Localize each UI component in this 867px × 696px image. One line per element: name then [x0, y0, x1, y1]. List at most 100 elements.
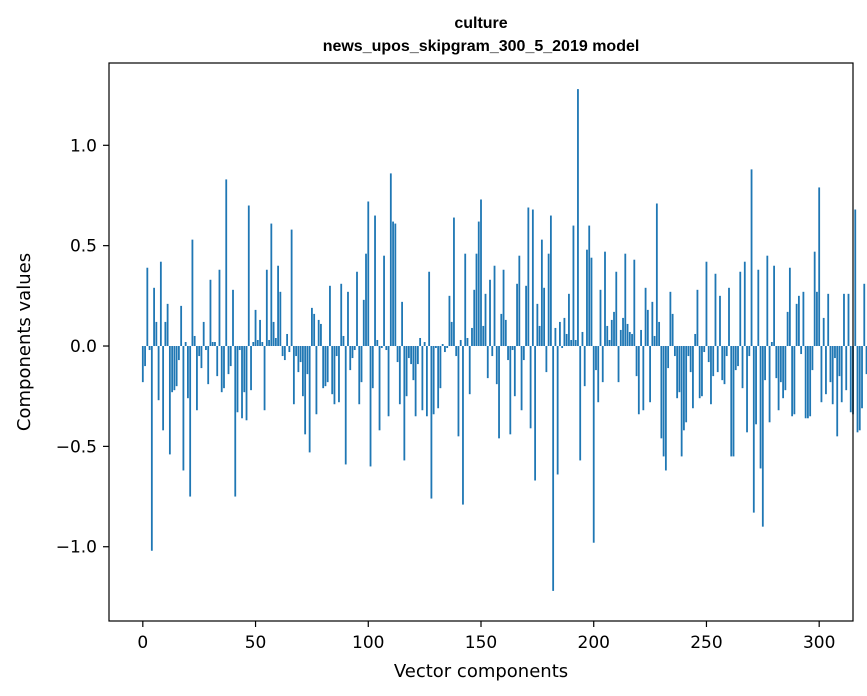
- bar: [473, 289, 476, 347]
- bar: [146, 267, 149, 347]
- bar: [283, 346, 286, 361]
- bar: [554, 327, 557, 347]
- bar: [274, 337, 277, 347]
- bar: [710, 346, 712, 405]
- bar: [421, 346, 424, 411]
- bar: [775, 346, 778, 379]
- bar: [211, 342, 214, 347]
- bar: [766, 255, 769, 347]
- bar: [353, 346, 356, 351]
- bar: [816, 291, 818, 347]
- bar: [694, 333, 697, 347]
- bar: [157, 346, 160, 401]
- bar: [256, 339, 259, 347]
- bar: [561, 346, 564, 349]
- bar: [466, 337, 469, 347]
- bar: [141, 346, 144, 383]
- bar: [563, 317, 566, 347]
- y-tick-label: 0.5: [70, 237, 97, 257]
- bar: [394, 223, 397, 347]
- bar: [385, 346, 388, 351]
- bar: [843, 293, 845, 347]
- bar: [371, 346, 374, 389]
- bar: [477, 221, 480, 347]
- bar: [644, 287, 647, 347]
- bar: [590, 257, 593, 347]
- bar: [559, 321, 561, 347]
- x-tick-label: 250: [690, 633, 722, 653]
- x-tick-label: 50: [245, 633, 267, 653]
- bar: [329, 285, 331, 347]
- bar: [187, 346, 189, 399]
- bar: [538, 325, 541, 347]
- bar: [376, 339, 379, 347]
- bar: [356, 271, 358, 347]
- bar: [173, 346, 176, 391]
- bar: [396, 346, 399, 363]
- bar: [572, 225, 575, 347]
- bar: [468, 346, 471, 395]
- y-tick-label: −1.0: [56, 538, 97, 558]
- bar: [646, 309, 649, 347]
- bar: [340, 283, 343, 347]
- bar: [304, 346, 307, 435]
- bar: [784, 346, 787, 391]
- x-tick-label: 0: [137, 633, 148, 653]
- bar: [764, 346, 766, 381]
- bar: [534, 346, 537, 481]
- bar: [531, 209, 534, 347]
- bar: [800, 346, 803, 355]
- bar: [678, 346, 681, 393]
- bar: [732, 346, 735, 457]
- bar: [430, 346, 433, 499]
- bar: [549, 215, 552, 347]
- bar: [595, 346, 597, 371]
- bar: [457, 346, 460, 437]
- bar: [653, 335, 656, 347]
- bar: [290, 229, 293, 347]
- bar: [367, 201, 370, 347]
- bar: [144, 346, 146, 367]
- bar: [786, 311, 789, 347]
- x-tick-label: 150: [465, 633, 497, 653]
- bar: [159, 261, 162, 347]
- bar: [788, 267, 791, 347]
- bar: [795, 303, 798, 347]
- bar: [333, 346, 336, 405]
- bar: [389, 173, 392, 347]
- bar: [637, 346, 640, 415]
- bar: [299, 346, 302, 363]
- bar: [773, 265, 775, 347]
- bar: [631, 333, 633, 347]
- bar: [608, 339, 611, 347]
- bar: [520, 346, 523, 411]
- bar: [482, 325, 485, 347]
- bar: [164, 321, 167, 347]
- bar: [714, 273, 717, 347]
- bar: [383, 255, 385, 347]
- bar: [414, 346, 417, 417]
- bar: [425, 346, 428, 417]
- bar: [743, 261, 746, 347]
- bar: [223, 346, 225, 389]
- bar: [622, 317, 624, 347]
- bar: [807, 346, 809, 419]
- bar: [250, 346, 252, 391]
- bar: [288, 346, 291, 353]
- bar: [315, 346, 318, 415]
- bar: [705, 261, 708, 347]
- bar: [489, 279, 491, 347]
- bar: [175, 346, 178, 387]
- bar: [809, 346, 812, 417]
- bar: [626, 323, 629, 347]
- bar: [802, 291, 805, 347]
- bar: [728, 287, 730, 347]
- bar: [552, 346, 555, 591]
- bar: [858, 346, 861, 431]
- bar: [579, 346, 582, 461]
- bar: [362, 299, 365, 347]
- x-axis-label: Vector components: [394, 661, 568, 682]
- bar: [225, 179, 228, 347]
- bar: [739, 271, 742, 347]
- y-tick-label: 0.0: [70, 337, 97, 357]
